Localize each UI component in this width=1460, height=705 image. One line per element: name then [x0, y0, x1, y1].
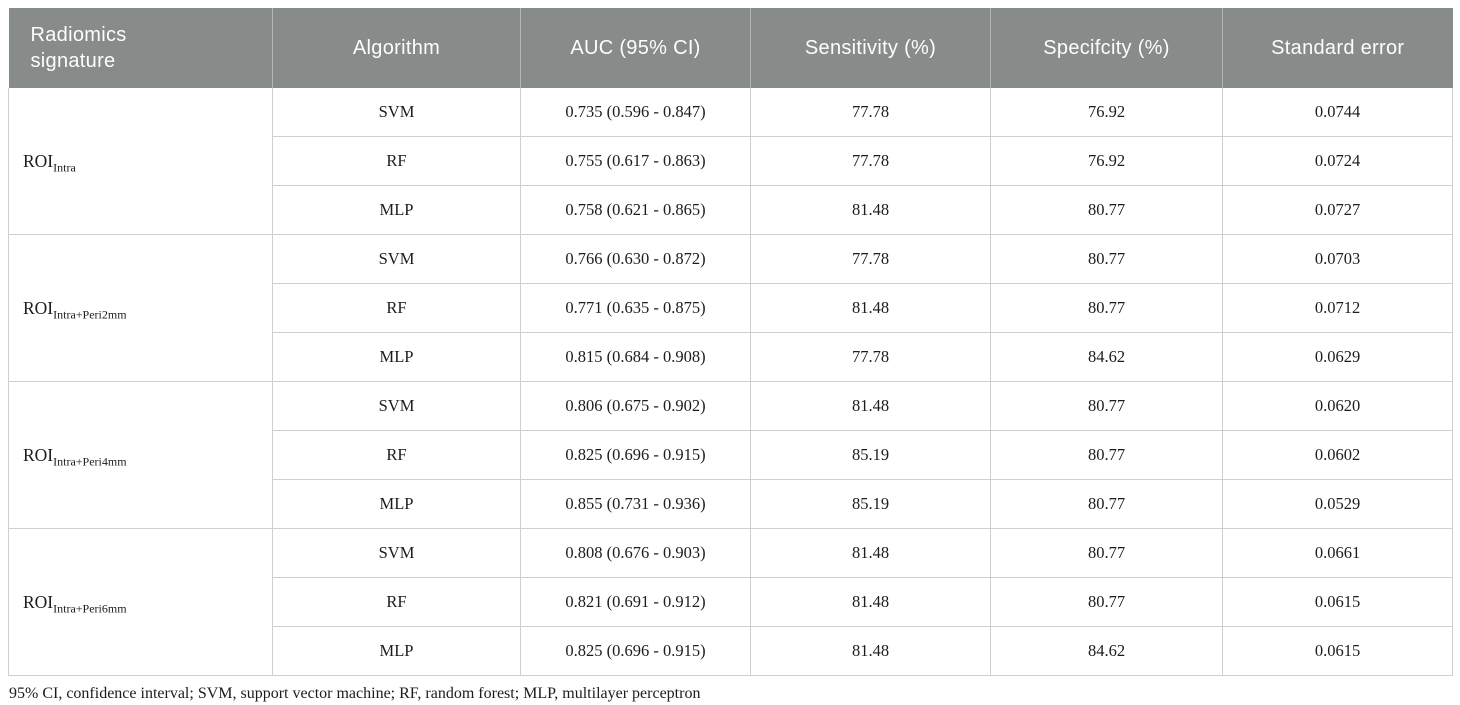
- table-row: RF 0.821 (0.691 - 0.912) 81.48 80.77 0.0…: [9, 577, 1453, 627]
- cell-standard-error: 0.0724: [1222, 136, 1453, 186]
- cell-auc: 0.766 (0.630 - 0.872): [520, 234, 751, 284]
- cell-standard-error: 0.0602: [1222, 430, 1453, 480]
- table-row: MLP 0.855 (0.731 - 0.936) 85.19 80.77 0.…: [9, 479, 1453, 529]
- table-footnote: 95% CI, confidence interval; SVM, suppor…: [9, 685, 701, 702]
- cell-sensitivity: 81.48: [750, 185, 991, 235]
- cell-sensitivity: 85.19: [750, 479, 991, 529]
- cell-standard-error: 0.0529: [1222, 479, 1453, 529]
- cell-algorithm: SVM: [272, 88, 521, 137]
- cell-sensitivity: 85.19: [750, 430, 991, 480]
- table-row: ROIIntra+Peri4mm SVM 0.806 (0.675 - 0.90…: [8, 381, 1453, 529]
- signature-base: ROI: [23, 591, 54, 612]
- signature-cell-intra-peri2mm: ROIIntra+Peri2mm: [8, 234, 273, 382]
- cell-algorithm: MLP: [272, 479, 521, 529]
- table-row: RF 0.771 (0.635 - 0.875) 81.48 80.77 0.0…: [9, 283, 1453, 333]
- cell-algorithm: RF: [272, 136, 521, 186]
- column-header-algorithm: Algorithm: [272, 8, 521, 88]
- signature-cell-intra-peri4mm: ROIIntra+Peri4mm: [8, 381, 273, 529]
- cell-standard-error: 0.0615: [1222, 577, 1453, 627]
- cell-sensitivity: 81.48: [750, 283, 991, 333]
- cell-auc: 0.806 (0.675 - 0.902): [520, 381, 751, 431]
- cell-auc: 0.755 (0.617 - 0.863): [520, 136, 751, 186]
- cell-algorithm: SVM: [272, 234, 521, 284]
- cell-standard-error: 0.0712: [1222, 283, 1453, 333]
- cell-auc: 0.825 (0.696 - 0.915): [520, 430, 751, 480]
- cell-standard-error: 0.0629: [1222, 332, 1453, 382]
- table-row: MLP 0.815 (0.684 - 0.908) 77.78 84.62 0.…: [9, 332, 1453, 382]
- cell-standard-error: 0.0703: [1222, 234, 1453, 284]
- cell-algorithm: RF: [272, 577, 521, 627]
- column-header-radiomics-signature: Radiomics signature: [8, 8, 273, 88]
- cell-algorithm: MLP: [272, 332, 521, 382]
- radiomics-results-table: Radiomics signature Algorithm AUC (95% C…: [8, 8, 1453, 676]
- cell-algorithm: RF: [272, 430, 521, 480]
- table-row: ROIIntra+Peri2mm SVM 0.766 (0.630 - 0.87…: [8, 234, 1453, 382]
- cell-specificity: 76.92: [990, 136, 1223, 186]
- cell-sensitivity: 81.48: [750, 528, 991, 578]
- cell-specificity: 80.77: [990, 577, 1223, 627]
- cell-standard-error: 0.0661: [1222, 528, 1453, 578]
- cell-specificity: 80.77: [990, 528, 1223, 578]
- column-header-specificity: Specifcity (%): [990, 8, 1223, 88]
- cell-specificity: 80.77: [990, 185, 1223, 235]
- signature-cell-intra-peri6mm: ROIIntra+Peri6mm: [8, 528, 273, 676]
- table-row: MLP 0.758 (0.621 - 0.865) 81.48 80.77 0.…: [9, 185, 1453, 235]
- cell-standard-error: 0.0744: [1222, 88, 1453, 137]
- signature-subscript: Intra: [53, 160, 76, 174]
- signature-subscript: Intra+Peri2mm: [53, 307, 127, 321]
- cell-standard-error: 0.0615: [1222, 626, 1453, 676]
- cell-sensitivity: 81.48: [750, 381, 991, 431]
- table-header: Radiomics signature Algorithm AUC (95% C…: [8, 8, 1453, 88]
- cell-specificity: 80.77: [990, 479, 1223, 529]
- cell-standard-error: 0.0620: [1222, 381, 1453, 431]
- cell-auc: 0.825 (0.696 - 0.915): [520, 626, 751, 676]
- cell-auc: 0.815 (0.684 - 0.908): [520, 332, 751, 382]
- cell-algorithm: MLP: [272, 626, 521, 676]
- cell-auc: 0.758 (0.621 - 0.865): [520, 185, 751, 235]
- cell-algorithm: MLP: [272, 185, 521, 235]
- header-row: Radiomics signature Algorithm AUC (95% C…: [8, 8, 1453, 88]
- signature-subscript: Intra+Peri4mm: [53, 454, 127, 468]
- cell-algorithm: SVM: [272, 528, 521, 578]
- signature-cell-intra: ROIIntra: [8, 88, 273, 235]
- signature-subscript: Intra+Peri6mm: [53, 601, 127, 615]
- table-row: MLP 0.825 (0.696 - 0.915) 81.48 84.62 0.…: [9, 626, 1453, 676]
- signature-base: ROI: [23, 444, 54, 465]
- cell-specificity: 80.77: [990, 430, 1223, 480]
- table-row: RF 0.825 (0.696 - 0.915) 85.19 80.77 0.0…: [9, 430, 1453, 480]
- cell-sensitivity: 81.48: [750, 577, 991, 627]
- cell-auc: 0.808 (0.676 - 0.903): [520, 528, 751, 578]
- cell-specificity: 80.77: [990, 234, 1223, 284]
- cell-algorithm: RF: [272, 283, 521, 333]
- column-header-standard-error: Standard error: [1222, 8, 1453, 88]
- cell-specificity: 76.92: [990, 88, 1223, 137]
- cell-auc: 0.771 (0.635 - 0.875): [520, 283, 751, 333]
- cell-standard-error: 0.0727: [1222, 185, 1453, 235]
- table-row: ROIIntra SVM 0.735 (0.596 - 0.847) 77.78…: [8, 88, 1453, 235]
- cell-specificity: 80.77: [990, 283, 1223, 333]
- cell-sensitivity: 77.78: [750, 136, 991, 186]
- table-row: ROIIntra+Peri6mm SVM 0.808 (0.676 - 0.90…: [8, 528, 1453, 676]
- cell-auc: 0.855 (0.731 - 0.936): [520, 479, 751, 529]
- cell-sensitivity: 77.78: [750, 234, 991, 284]
- column-header-auc: AUC (95% CI): [520, 8, 751, 88]
- cell-algorithm: SVM: [272, 381, 521, 431]
- cell-auc: 0.735 (0.596 - 0.847): [520, 88, 751, 137]
- cell-sensitivity: 77.78: [750, 332, 991, 382]
- cell-specificity: 84.62: [990, 332, 1223, 382]
- signature-base: ROI: [23, 297, 54, 318]
- cell-specificity: 80.77: [990, 381, 1223, 431]
- signature-base: ROI: [23, 150, 54, 171]
- cell-sensitivity: 77.78: [750, 88, 991, 137]
- cell-auc: 0.821 (0.691 - 0.912): [520, 577, 751, 627]
- column-header-sensitivity: Sensitivity (%): [750, 8, 991, 88]
- table-row: RF 0.755 (0.617 - 0.863) 77.78 76.92 0.0…: [9, 136, 1453, 186]
- cell-sensitivity: 81.48: [750, 626, 991, 676]
- cell-specificity: 84.62: [990, 626, 1223, 676]
